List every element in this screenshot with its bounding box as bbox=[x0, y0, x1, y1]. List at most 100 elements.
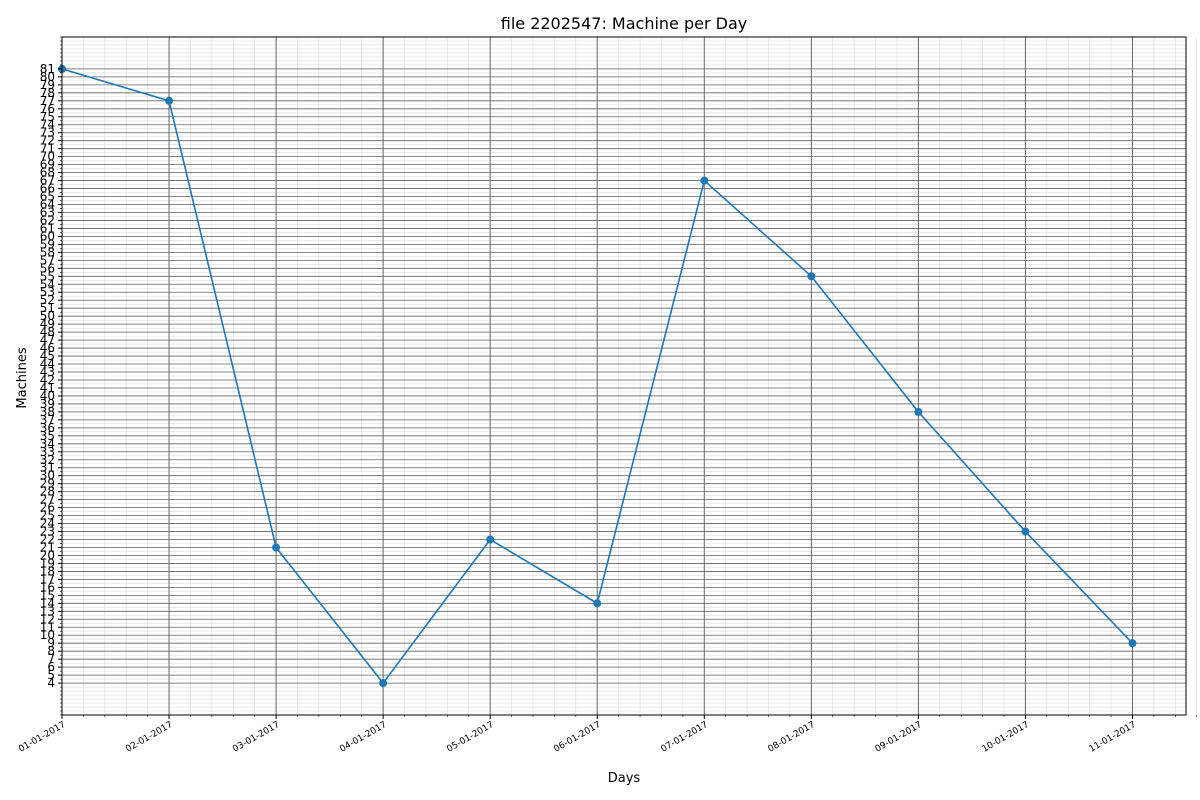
y-tick-label: 42 bbox=[40, 373, 55, 387]
y-tick-label: 46 bbox=[40, 341, 55, 355]
y-tick-label: 35 bbox=[40, 429, 55, 443]
y-tick-label: 72 bbox=[40, 134, 55, 148]
x-tick-labels: 01-01-2017 02-01-2017 03-01-2017 04-01-2017… bbox=[17, 720, 1138, 755]
y-tick-label: 32 bbox=[40, 453, 55, 467]
y-tick-label: 60 bbox=[40, 229, 55, 243]
y-tick-label: 61 bbox=[40, 221, 55, 235]
x-tick-label: 04-01-2017 bbox=[338, 720, 388, 755]
y-tick-label: 24 bbox=[40, 517, 55, 531]
y-tick-label: 26 bbox=[40, 501, 55, 515]
x-tick-label: 03-01-2017 bbox=[231, 720, 281, 755]
y-tick-label: 38 bbox=[40, 405, 55, 419]
y-tick-label: 52 bbox=[40, 293, 55, 307]
y-tick-label: 16 bbox=[40, 580, 55, 594]
data-point bbox=[272, 543, 281, 552]
y-tick-label: 74 bbox=[40, 118, 55, 132]
x-tick-label: 08-01-2017 bbox=[767, 720, 817, 755]
data-point bbox=[379, 679, 388, 688]
y-tick-label: 50 bbox=[40, 309, 55, 323]
x-tick-label: 11-01-2017 bbox=[1088, 720, 1138, 755]
y-tick-label: 10 bbox=[40, 628, 55, 642]
y-tick-label: 5 bbox=[47, 668, 55, 682]
y-tick-label: 79 bbox=[40, 78, 55, 92]
major-grid bbox=[61, 37, 1186, 715]
x-tick-label: 05-01-2017 bbox=[445, 720, 495, 755]
y-tick-label: 33 bbox=[40, 445, 55, 459]
y-tick-label: 40 bbox=[40, 389, 55, 403]
y-tick-label: 56 bbox=[40, 261, 55, 275]
y-tick-label: 31 bbox=[40, 461, 55, 475]
y-tick-label: 80 bbox=[40, 70, 55, 84]
y-tick-label: 75 bbox=[40, 110, 55, 124]
y-tick-label: 28 bbox=[40, 485, 55, 499]
chart-title: file 2202547: Machine per Day bbox=[501, 14, 748, 33]
y-tick-label: 64 bbox=[40, 198, 55, 212]
y-tick-label: 13 bbox=[40, 604, 55, 618]
y-tick-label: 4 bbox=[47, 676, 55, 690]
y-tick-label: 34 bbox=[40, 437, 55, 451]
y-tick-label: 73 bbox=[40, 126, 55, 140]
y-tick-label: 7 bbox=[47, 652, 55, 666]
y-tick-label: 30 bbox=[40, 469, 55, 483]
y-tick-label: 47 bbox=[40, 333, 55, 347]
data-point bbox=[807, 272, 816, 281]
y-tick-label: 68 bbox=[40, 166, 55, 180]
data-point bbox=[1021, 527, 1030, 536]
y-tick-label: 78 bbox=[40, 86, 55, 100]
y-tick-label: 23 bbox=[40, 525, 55, 539]
y-tick-label: 36 bbox=[40, 421, 55, 435]
y-tick-label: 48 bbox=[40, 325, 55, 339]
y-tick-label: 77 bbox=[40, 94, 55, 108]
data-point bbox=[1128, 639, 1137, 648]
y-tick-label: 22 bbox=[40, 533, 55, 547]
y-tick-label: 51 bbox=[40, 301, 55, 315]
y-tick-label: 11 bbox=[40, 620, 55, 634]
y-tick-label: 53 bbox=[40, 285, 55, 299]
y-tick-label: 58 bbox=[40, 245, 55, 259]
data-point bbox=[914, 407, 923, 416]
y-tick-label: 70 bbox=[40, 150, 55, 164]
y-tick-labels: 4567891011121314151617181920212223242526… bbox=[40, 62, 55, 690]
y-tick-label: 69 bbox=[40, 158, 55, 172]
y-tick-label: 17 bbox=[40, 572, 55, 586]
y-tick-label: 76 bbox=[40, 102, 55, 116]
y-tick-label: 29 bbox=[40, 477, 55, 491]
y-tick-label: 39 bbox=[40, 397, 55, 411]
y-tick-label: 20 bbox=[40, 548, 55, 562]
y-tick-label: 9 bbox=[47, 636, 55, 650]
y-tick-label: 63 bbox=[40, 205, 55, 219]
y-tick-label: 41 bbox=[40, 381, 55, 395]
y-tick-label: 45 bbox=[40, 349, 55, 363]
y-tick-label: 44 bbox=[40, 357, 55, 371]
y-tick-label: 18 bbox=[40, 564, 55, 578]
y-axis-label: Machines bbox=[15, 347, 30, 408]
series-line bbox=[58, 64, 1137, 688]
data-point bbox=[700, 176, 709, 185]
y-tick-label: 54 bbox=[40, 277, 55, 291]
y-tick-label: 43 bbox=[40, 365, 55, 379]
x-tick-label: 07-01-2017 bbox=[659, 720, 709, 755]
x-tick-label: 09-01-2017 bbox=[874, 720, 924, 755]
x-tick-label: 06-01-2017 bbox=[552, 720, 602, 755]
x-axis-label: Days bbox=[608, 771, 641, 786]
y-tick-label: 81 bbox=[40, 62, 55, 76]
y-tick-label: 15 bbox=[40, 588, 55, 602]
y-tick-label: 8 bbox=[47, 644, 55, 658]
x-tick-label: 10-01-2017 bbox=[981, 720, 1031, 755]
y-tick-label: 57 bbox=[40, 253, 55, 267]
y-tick-label: 55 bbox=[40, 269, 55, 283]
data-point bbox=[593, 599, 602, 608]
y-tick-label: 59 bbox=[40, 237, 55, 251]
y-tick-label: 25 bbox=[40, 509, 55, 523]
y-tick-label: 19 bbox=[40, 556, 55, 570]
y-tick-label: 12 bbox=[40, 612, 55, 626]
y-tick-label: 14 bbox=[40, 596, 55, 610]
y-tick-label: 62 bbox=[40, 213, 55, 227]
y-tick-label: 71 bbox=[40, 142, 55, 156]
x-tick-label: 02-01-2017 bbox=[124, 720, 174, 755]
data-point bbox=[486, 535, 495, 544]
y-tick-label: 49 bbox=[40, 317, 55, 331]
y-tick-label: 67 bbox=[40, 174, 55, 188]
minor-grid bbox=[62, 36, 1198, 716]
